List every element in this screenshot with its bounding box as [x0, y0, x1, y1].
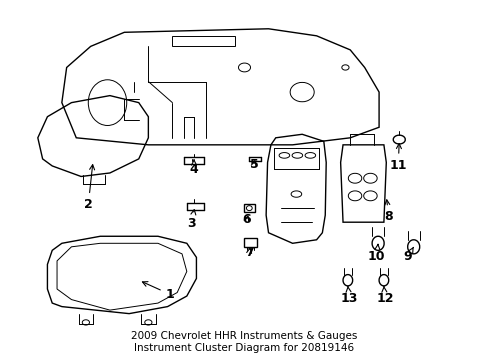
Text: 5: 5 — [249, 158, 258, 171]
Text: 13: 13 — [340, 287, 357, 305]
Text: 2009 Chevrolet HHR Instruments & Gauges
Instrument Cluster Diagram for 20819146: 2009 Chevrolet HHR Instruments & Gauges … — [131, 331, 357, 352]
Text: 6: 6 — [242, 213, 251, 226]
Text: 7: 7 — [244, 246, 253, 258]
Text: 8: 8 — [384, 200, 392, 224]
Text: 10: 10 — [367, 244, 385, 263]
Text: 11: 11 — [389, 144, 406, 172]
Text: 2: 2 — [84, 165, 94, 211]
Text: 1: 1 — [142, 282, 174, 301]
Text: 3: 3 — [187, 210, 196, 230]
Text: 9: 9 — [403, 247, 412, 263]
Text: 4: 4 — [189, 160, 198, 176]
Text: 12: 12 — [375, 287, 393, 305]
